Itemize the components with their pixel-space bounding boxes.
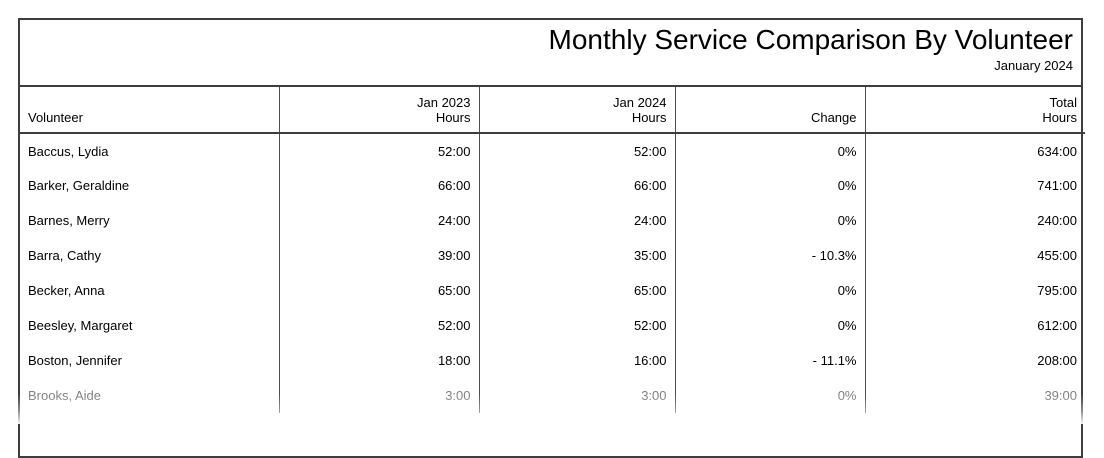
report-header: Monthly Service Comparison By Volunteer … xyxy=(20,20,1081,87)
volunteer-name-cell: Brooks, Aide xyxy=(20,378,279,413)
change-cell: 0% xyxy=(675,273,865,308)
jan-2024-hours-cell: 24:00 xyxy=(479,203,675,238)
column-header-jan-2024-hours: Jan 2024 Hours xyxy=(479,87,675,133)
jan-2023-hours-cell: 39:00 xyxy=(279,238,479,273)
header-row: Volunteer Jan 2023 Hours Jan 2024 Hours … xyxy=(20,87,1085,133)
volunteer-name-cell: Boston, Jennifer xyxy=(20,343,279,378)
jan-2024-hours-cell: 66:00 xyxy=(479,168,675,203)
jan-2023-hours-cell: 66:00 xyxy=(279,168,479,203)
total-hours-cell: 39:00 xyxy=(865,378,1085,413)
jan-2024-hours-cell: 16:00 xyxy=(479,343,675,378)
column-header-change: Change xyxy=(675,87,865,133)
change-cell: 0% xyxy=(675,308,865,343)
jan-2023-hours-cell: 52:00 xyxy=(279,133,479,168)
volunteer-name-cell: Barnes, Merry xyxy=(20,203,279,238)
report-page: Monthly Service Comparison By Volunteer … xyxy=(18,18,1083,458)
report-subtitle: January 2024 xyxy=(28,58,1073,74)
volunteer-name-cell: Beesley, Margaret xyxy=(20,308,279,343)
total-hours-cell: 612:00 xyxy=(865,308,1085,343)
volunteer-name-cell: Becker, Anna xyxy=(20,273,279,308)
jan-2024-hours-cell: 65:00 xyxy=(479,273,675,308)
change-cell: - 11.1% xyxy=(675,343,865,378)
jan-2024-hours-cell: 35:00 xyxy=(479,238,675,273)
column-header-total-hours: Total Hours xyxy=(865,87,1085,133)
total-hours-cell: 240:00 xyxy=(865,203,1085,238)
change-cell: 0% xyxy=(675,168,865,203)
total-hours-cell: 741:00 xyxy=(865,168,1085,203)
jan-2023-hours-cell: 18:00 xyxy=(279,343,479,378)
change-cell: 0% xyxy=(675,378,865,413)
jan-2024-hours-cell: 3:00 xyxy=(479,378,675,413)
jan-2023-hours-cell: 24:00 xyxy=(279,203,479,238)
total-hours-cell: 634:00 xyxy=(865,133,1085,168)
volunteer-comparison-table: Volunteer Jan 2023 Hours Jan 2024 Hours … xyxy=(20,87,1085,413)
jan-2024-hours-cell: 52:00 xyxy=(479,133,675,168)
jan-2024-hours-cell: 52:00 xyxy=(479,308,675,343)
volunteer-name-cell: Baccus, Lydia xyxy=(20,133,279,168)
table-header: Volunteer Jan 2023 Hours Jan 2024 Hours … xyxy=(20,87,1085,133)
column-header-jan-2023-hours: Jan 2023 Hours xyxy=(279,87,479,133)
total-hours-cell: 455:00 xyxy=(865,238,1085,273)
total-hours-cell: 208:00 xyxy=(865,343,1085,378)
change-cell: 0% xyxy=(675,203,865,238)
total-hours-cell: 795:00 xyxy=(865,273,1085,308)
change-cell: - 10.3% xyxy=(675,238,865,273)
volunteer-name-cell: Barker, Geraldine xyxy=(20,168,279,203)
change-cell: 0% xyxy=(675,133,865,168)
jan-2023-hours-cell: 52:00 xyxy=(279,308,479,343)
volunteer-name-cell: Barra, Cathy xyxy=(20,238,279,273)
jan-2023-hours-cell: 3:00 xyxy=(279,378,479,413)
column-header-volunteer: Volunteer xyxy=(20,87,279,133)
jan-2023-hours-cell: 65:00 xyxy=(279,273,479,308)
report-title: Monthly Service Comparison By Volunteer xyxy=(28,23,1073,57)
